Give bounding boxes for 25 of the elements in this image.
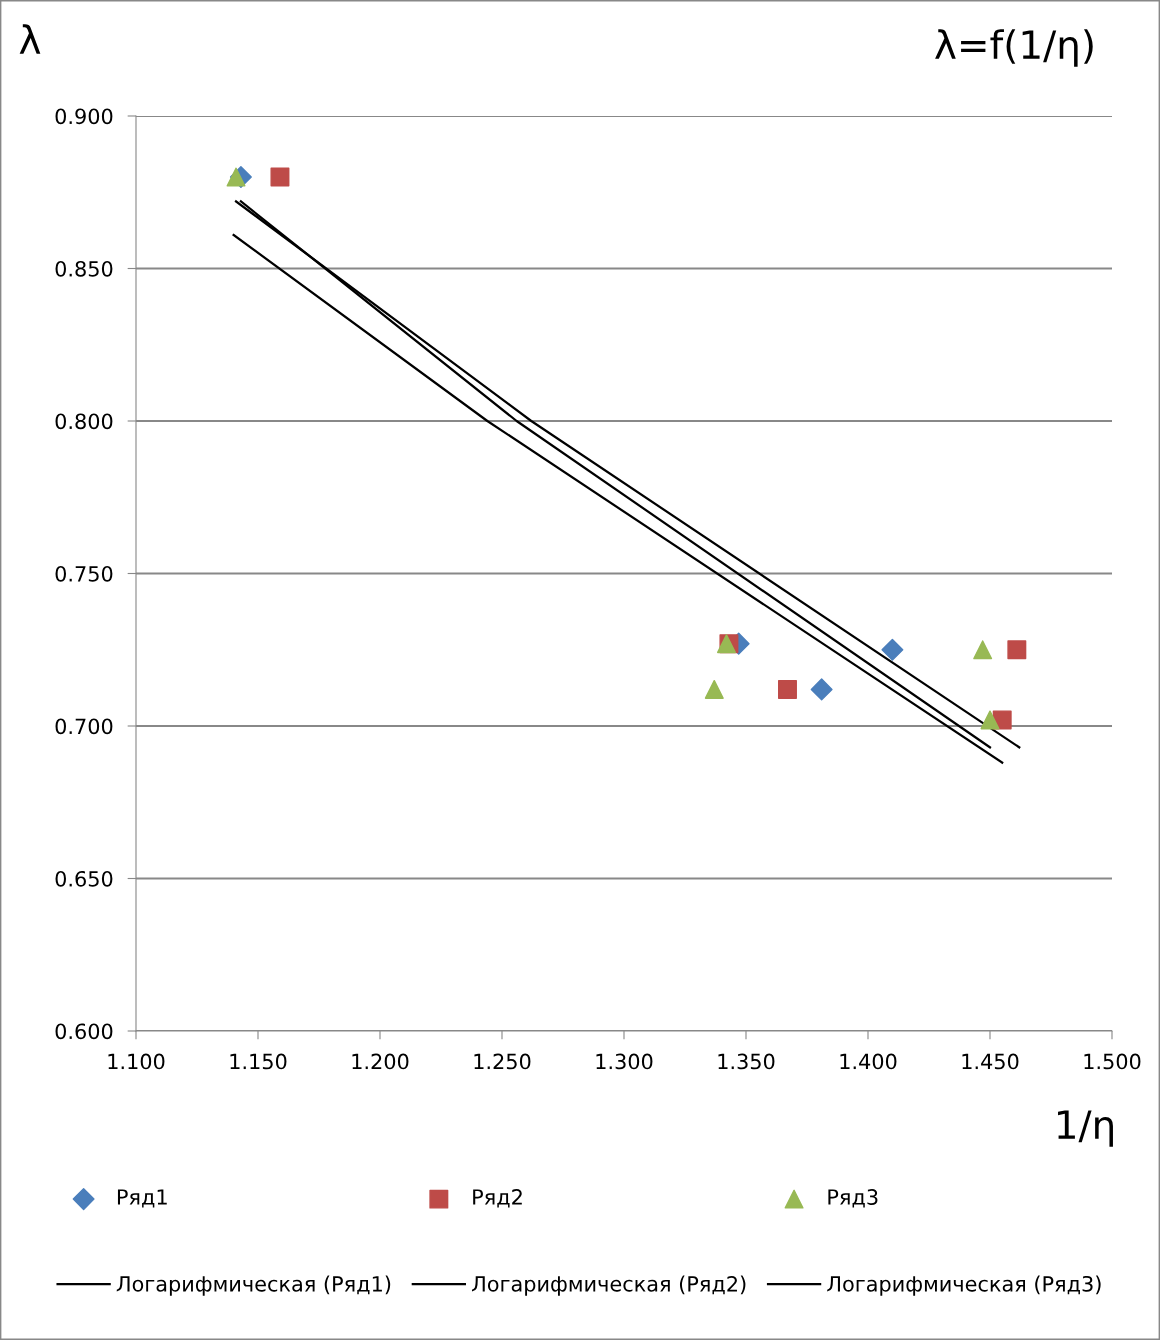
legend-label: Логарифмическая (Ряд3) xyxy=(827,1275,1101,1296)
x-tick-label: 1.500 xyxy=(1084,1053,1141,1070)
y-tick-label: 0.800 xyxy=(55,413,113,430)
y-tick-label: 0.850 xyxy=(55,260,113,277)
x-tick-label: 1.200 xyxy=(352,1053,409,1070)
legend-label: Логарифмическая (Ряд2) xyxy=(471,1275,746,1296)
x-axis-title: 1/η xyxy=(1058,1110,1113,1147)
legend-label: Ряд3 xyxy=(828,1189,878,1208)
legend-label: Ряд1 xyxy=(117,1189,167,1208)
y-tick-label: 0.650 xyxy=(55,870,113,887)
y-tick-label: 0.600 xyxy=(55,1023,113,1040)
y-axis-title: λ xyxy=(19,24,41,54)
x-tick-label: 1.300 xyxy=(596,1053,653,1070)
x-tick-label: 1.400 xyxy=(840,1053,897,1070)
legend-label: Логарифмическая (Ряд1) xyxy=(116,1275,391,1296)
chart-title: λ=f(1/η) xyxy=(935,29,1093,67)
x-tick-label: 1.450 xyxy=(962,1053,1019,1070)
y-tick-label: 0.750 xyxy=(55,565,113,582)
y-tick-label: 0.900 xyxy=(55,108,113,125)
x-tick-label: 1.150 xyxy=(230,1053,287,1070)
x-tick-label: 1.100 xyxy=(108,1053,165,1070)
y-tick-label: 0.700 xyxy=(55,718,113,735)
legend-label: Ряд2 xyxy=(473,1189,522,1208)
x-tick-label: 1.250 xyxy=(474,1053,531,1070)
x-tick-label: 1.350 xyxy=(718,1053,775,1070)
